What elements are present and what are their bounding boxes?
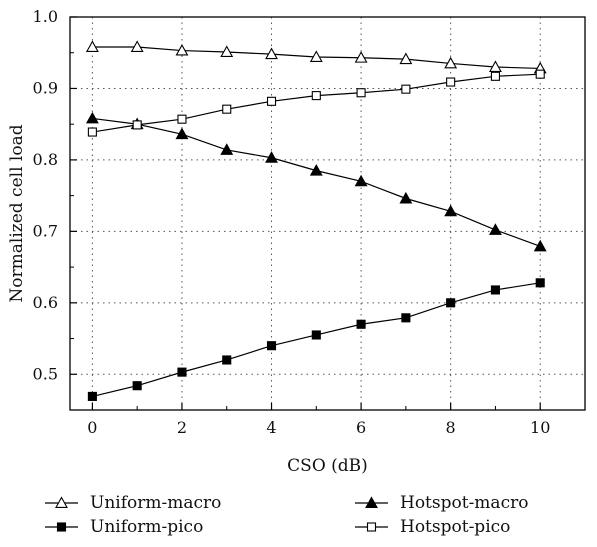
data-point-hotspot-pico	[87, 127, 97, 137]
x-axis-label: CSO (dB)	[287, 456, 368, 476]
legend-item: Uniform-pico	[45, 517, 203, 537]
series-uniform-pico	[87, 278, 545, 401]
data-point-hotspot-macro	[309, 163, 323, 176]
data-point-hotspot-macro	[399, 191, 413, 204]
data-point-uniform-pico	[87, 391, 97, 401]
y-tick-label: 0.6	[33, 293, 58, 312]
series-line-hotspot-macro	[92, 117, 541, 247]
data-point-hotspot-macro	[85, 111, 99, 124]
data-point-hotspot-pico	[266, 96, 277, 106]
data-point-hotspot-pico	[356, 88, 366, 98]
legend-item: Hotspot-pico	[355, 517, 510, 537]
data-point-hotspot-pico	[535, 69, 545, 79]
y-tick-label: 1.0	[33, 7, 58, 26]
series-group	[85, 40, 547, 401]
data-point-uniform-pico	[177, 367, 187, 377]
x-tick-label: 6	[356, 418, 366, 437]
legend-label: Uniform-pico	[90, 517, 203, 537]
legend-label: Hotspot-macro	[400, 493, 528, 513]
data-point-uniform-macro	[220, 45, 234, 57]
data-point-uniform-pico	[356, 319, 366, 329]
legend-marker	[365, 496, 378, 508]
data-point-uniform-macro	[175, 43, 189, 56]
x-tick-label: 4	[266, 418, 276, 437]
y-axis-label: Normalized cell load	[7, 124, 27, 302]
data-point-hotspot-macro	[489, 223, 502, 235]
data-point-uniform-pico	[446, 298, 456, 308]
legend-label: Uniform-macro	[90, 493, 221, 513]
data-point-uniform-macro	[354, 51, 368, 63]
data-point-hotspot-macro	[175, 127, 189, 140]
legend-item: Hotspot-macro	[355, 493, 528, 513]
data-point-uniform-macro	[85, 40, 99, 52]
y-tick-label: 0.8	[33, 150, 58, 169]
series-line-uniform-pico	[92, 282, 541, 398]
data-point-hotspot-macro	[220, 143, 234, 155]
data-point-uniform-pico	[401, 313, 411, 323]
y-tick-label: 0.9	[33, 78, 58, 97]
data-point-hotspot-macro	[444, 204, 458, 217]
legend-marker	[55, 496, 68, 508]
data-point-uniform-macro	[489, 60, 502, 72]
series-uniform-macro	[85, 40, 547, 74]
series-hotspot-macro	[85, 111, 547, 252]
data-point-hotspot-pico	[446, 77, 456, 87]
plot-frame	[69, 16, 586, 411]
data-point-uniform-pico	[266, 341, 277, 351]
legend-label: Hotspot-pico	[400, 517, 510, 537]
data-point-hotspot-pico	[222, 104, 232, 114]
data-point-hotspot-pico	[132, 120, 142, 130]
x-tick-label: 10	[530, 418, 550, 437]
series-line-hotspot-pico	[92, 73, 541, 133]
x-tick-label: 8	[446, 418, 456, 437]
legend: Uniform-macro Hotspot-macro Uniform-pico Ho…	[45, 493, 528, 537]
data-point-uniform-macro	[444, 56, 458, 69]
legend-marker	[56, 522, 67, 532]
data-point-uniform-pico	[490, 285, 500, 295]
data-point-hotspot-pico	[311, 91, 321, 101]
data-point-uniform-pico	[311, 330, 321, 340]
data-point-uniform-macro	[265, 47, 278, 60]
data-point-hotspot-pico	[490, 71, 500, 81]
x-tick-label: 0	[87, 418, 97, 437]
x-tick-label: 2	[177, 418, 187, 437]
y-tick-label: 0.5	[33, 364, 58, 383]
legend-marker	[366, 522, 377, 532]
data-point-uniform-pico	[132, 381, 142, 391]
data-point-uniform-macro	[130, 40, 144, 52]
data-point-uniform-pico	[535, 278, 545, 288]
data-point-hotspot-macro	[265, 151, 278, 163]
data-point-hotspot-macro	[354, 174, 368, 187]
axis-ticks: 0 2 4 6 8 10 0.5 0.6 0.7 0.8 0.9 1.0	[33, 7, 551, 437]
data-point-hotspot-pico	[177, 114, 187, 124]
y-tick-label: 0.7	[33, 221, 58, 240]
data-point-uniform-pico	[222, 355, 232, 365]
data-point-hotspot-macro	[533, 239, 547, 252]
data-point-uniform-macro	[309, 50, 323, 62]
legend-item: Uniform-macro	[45, 493, 221, 513]
data-point-hotspot-pico	[401, 84, 411, 94]
data-point-uniform-macro	[399, 52, 413, 65]
series-hotspot-pico	[87, 69, 545, 137]
